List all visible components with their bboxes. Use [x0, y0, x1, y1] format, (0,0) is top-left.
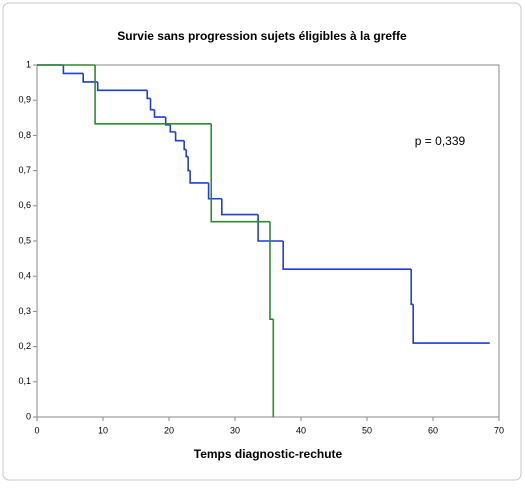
survival-step: [82, 73, 98, 83]
x-tick-label: 20: [164, 425, 174, 435]
survival-step: [94, 65, 212, 125]
y-tick-label: 0: [26, 411, 31, 421]
chart-title: Survie sans progression sujets éligibles…: [117, 29, 407, 43]
x-tick-label: 40: [296, 425, 306, 435]
y-tick-label: 0,3: [18, 306, 31, 316]
x-tick-label: 0: [34, 425, 39, 435]
survival-step: [174, 131, 185, 142]
y-tick-label: 0,7: [18, 165, 31, 175]
y-tick-label: 0,9: [18, 95, 31, 105]
survival-step: [62, 65, 84, 75]
survival-step: [221, 198, 259, 216]
survival-step: [149, 98, 155, 111]
survival-step: [164, 117, 171, 126]
survival-step: [412, 304, 490, 344]
x-tick-label: 60: [428, 425, 438, 435]
survival-step: [257, 214, 284, 242]
x-tick-label: 70: [494, 425, 504, 435]
survival-step: [96, 81, 148, 92]
y-tick-label: 0,2: [18, 341, 31, 351]
survival-step: [153, 109, 166, 118]
survival-step: [282, 241, 412, 270]
y-tick-label: 0,6: [18, 200, 31, 210]
survival-step: [269, 221, 274, 320]
y-tick-label: 0,4: [18, 271, 31, 281]
x-axis-label: Temps diagnostic-rechute: [194, 447, 343, 461]
survival-step: [189, 170, 209, 184]
y-tick-label: 1: [26, 59, 31, 69]
y-tick-label: 0,8: [18, 130, 31, 140]
survival-step: [210, 123, 270, 223]
survival-step: [146, 90, 151, 100]
survival-step: [169, 124, 176, 133]
x-tick-label: 30: [230, 425, 240, 435]
y-tick-label: 0,5: [18, 235, 31, 245]
survival-step: [207, 182, 222, 200]
y-tick-label: 0,1: [18, 376, 31, 386]
x-tick-label: 10: [98, 425, 108, 435]
x-tick-label: 50: [362, 425, 372, 435]
annotation: p = 0,339: [415, 134, 466, 148]
